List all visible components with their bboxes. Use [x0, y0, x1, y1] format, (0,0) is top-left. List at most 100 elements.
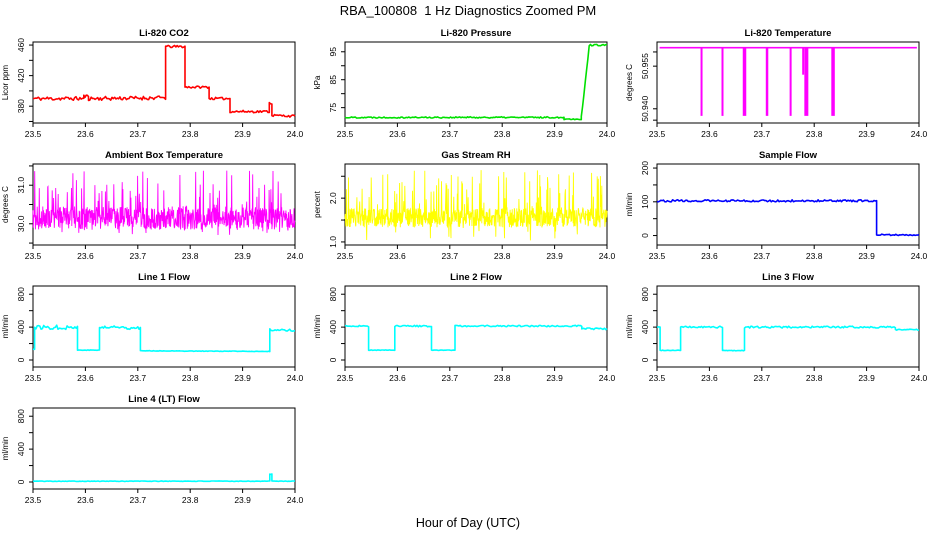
y-tick-label: 200: [640, 161, 650, 175]
x-tick-label: 23.6: [77, 373, 94, 383]
y-tick-label: 0: [640, 357, 650, 362]
x-tick-label: 23.8: [494, 373, 511, 383]
series-line: [656, 325, 919, 352]
y-tick-label: 75: [328, 103, 338, 113]
series-line: [32, 44, 296, 118]
x-tick-label: 23.5: [25, 495, 42, 505]
x-tick-label: 23.5: [337, 373, 354, 383]
plot-box: [656, 163, 920, 246]
chart-ambient-box-temperature: Ambient Box Temperature 23.5 23.6 23.7 23.8 2…: [0, 147, 312, 269]
x-tick-label: 24.0: [911, 373, 928, 383]
x-tick-label: 23.7: [442, 373, 459, 383]
plot-box: [32, 285, 296, 368]
y-tick-label: 95: [328, 47, 338, 57]
y-tick-label: 800: [16, 409, 26, 423]
y-axis-label: percent: [313, 190, 322, 217]
x-tick-label: 23.5: [25, 373, 42, 383]
x-tick-label: 23.9: [234, 373, 251, 383]
plot-box: [32, 407, 296, 490]
x-tick-label: 23.7: [754, 373, 771, 383]
x-tick-label: 23.9: [234, 495, 251, 505]
chart-li820-temperature: Li-820 Temperature 23.5 23.6 23.7 23.8 23.9 24…: [624, 25, 936, 147]
x-tick-label: 23.5: [649, 129, 666, 139]
x-tick-label: 24.0: [287, 495, 304, 505]
y-tick-label: 31.0: [16, 177, 26, 194]
x-tick-label: 23.6: [77, 129, 94, 139]
plot-box: [344, 163, 608, 246]
y-tick-label: 400: [640, 320, 650, 334]
y-tick-label: 0: [16, 479, 26, 484]
x-tick-label: 23.9: [546, 129, 563, 139]
series-line: [344, 324, 608, 352]
chart-title: Sample Flow: [759, 150, 818, 161]
x-tick-label: 23.7: [130, 495, 147, 505]
x-tick-label: 23.9: [234, 251, 251, 261]
y-tick-label: 400: [16, 442, 26, 456]
x-tick-label: 23.9: [858, 129, 875, 139]
plot-box: [656, 41, 920, 124]
y-tick-label: 30.0: [16, 215, 26, 232]
x-tick-label: 23.9: [546, 251, 563, 261]
x-tick-label: 24.0: [911, 129, 928, 139]
chart-gas-stream-rh: Gas Stream RH 23.5 23.6 23.7 23.8 23.9 24.0 1.0…: [312, 147, 624, 269]
y-tick-label: 50.955: [640, 53, 650, 79]
page-title: RBA_100808 1 Hz Diagnostics Zoomed PM: [339, 3, 597, 18]
y-tick-label: 400: [328, 320, 338, 334]
x-tick-label: 23.8: [806, 251, 823, 261]
x-tick-label: 23.5: [25, 251, 42, 261]
y-axis-label: ml/min: [625, 315, 634, 339]
x-tick-label: 23.6: [701, 129, 718, 139]
chart-title: Li-820 CO2: [139, 28, 189, 39]
series-line: [32, 473, 296, 483]
y-tick-label: 1.0: [328, 236, 338, 248]
x-tick-label: 23.7: [130, 251, 147, 261]
x-tick-label: 23.6: [77, 495, 94, 505]
x-tick-label: 24.0: [287, 129, 304, 139]
x-tick-label: 23.9: [234, 129, 251, 139]
x-axis-label: Hour of Day (UTC): [415, 516, 521, 530]
chart-title: Li-820 Temperature: [745, 28, 832, 39]
charts-grid: Li-820 CO2 23.5 23.6 23.7 23.8 23.9 24.0 380 420…: [0, 25, 936, 513]
y-tick-label: 85: [328, 75, 338, 85]
x-tick-label: 23.8: [182, 129, 199, 139]
x-tick-label: 23.7: [130, 129, 147, 139]
y-tick-label: 100: [640, 194, 650, 208]
x-tick-label: 23.6: [389, 373, 406, 383]
x-tick-label: 23.8: [494, 129, 511, 139]
x-tick-label: 24.0: [599, 129, 616, 139]
x-tick-label: 23.7: [754, 129, 771, 139]
chart-title: Line 2 Flow: [450, 272, 502, 283]
x-tick-label: 23.7: [442, 129, 459, 139]
plot-box: [344, 285, 608, 368]
y-tick-label: 800: [640, 287, 650, 301]
x-tick-label: 23.6: [701, 251, 718, 261]
x-tick-label: 23.6: [701, 373, 718, 383]
y-axis-label: degrees C: [1, 186, 10, 223]
x-tick-label: 23.5: [25, 129, 42, 139]
y-axis-label: ml/min: [313, 315, 322, 339]
x-tick-label: 23.8: [806, 129, 823, 139]
plot-box: [32, 41, 296, 124]
x-tick-label: 24.0: [287, 373, 304, 383]
y-tick-label: 800: [328, 287, 338, 301]
x-tick-label: 23.7: [754, 251, 771, 261]
x-tick-label: 23.8: [494, 251, 511, 261]
y-tick-label: 460: [16, 38, 26, 52]
x-tick-label: 23.5: [337, 251, 354, 261]
x-tick-label: 23.9: [546, 373, 563, 383]
y-axis-label: ml/min: [625, 193, 634, 217]
y-axis-label: Licor ppm: [1, 65, 10, 100]
y-tick-label: 50.940: [640, 96, 650, 122]
x-tick-label: 23.6: [77, 251, 94, 261]
y-tick-label: 800: [16, 287, 26, 301]
x-tick-label: 23.5: [649, 251, 666, 261]
x-tick-label: 23.8: [806, 373, 823, 383]
x-tick-label: 23.9: [858, 373, 875, 383]
x-tick-label: 24.0: [911, 251, 928, 261]
series-line: [656, 198, 920, 237]
x-tick-label: 23.5: [337, 129, 354, 139]
chart-title: Line 3 Flow: [762, 272, 814, 283]
y-tick-label: 0: [16, 357, 26, 362]
series-line: [344, 43, 607, 121]
